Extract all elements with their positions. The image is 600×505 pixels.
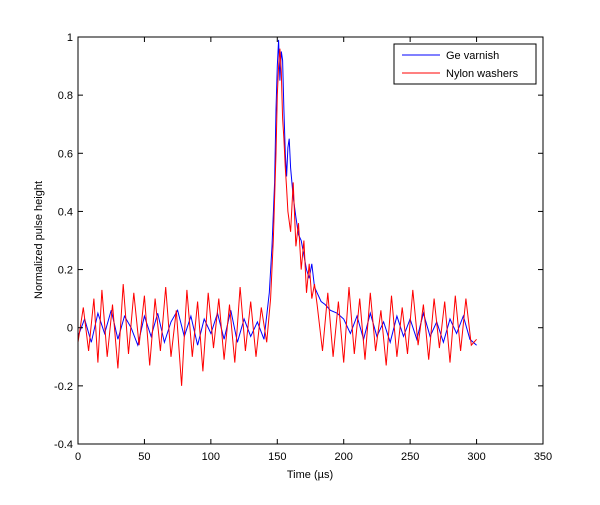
y-tick-label: 1 xyxy=(67,32,73,44)
y-tick-label: -0.4 xyxy=(54,439,73,451)
series-line-ge-varnish xyxy=(77,39,477,347)
y-tick-label: 0.6 xyxy=(58,148,73,160)
series-layer xyxy=(77,39,477,386)
legend-box xyxy=(393,43,537,85)
plot-area xyxy=(78,37,543,444)
y-tick-label: 0 xyxy=(67,323,73,335)
x-tick-label: 200 xyxy=(335,451,353,463)
x-tick-label: 0 xyxy=(75,451,81,463)
x-tick-label: 350 xyxy=(534,451,552,463)
x-tick-label: 150 xyxy=(268,451,286,463)
y-tick-label: 0.4 xyxy=(58,206,73,218)
axes-layer: 0 50 100 150 200 250 300 350 -0.4 -0.2 0 0.2 0.4 0.6 0… xyxy=(54,32,552,463)
x-axis-label: Time (µs) xyxy=(287,469,333,481)
x-tick-label: 250 xyxy=(401,451,419,463)
x-tick-label: 300 xyxy=(467,451,485,463)
series-line-nylon-washers xyxy=(77,48,477,386)
x-tick-label: 100 xyxy=(202,451,220,463)
legend-label-ge-varnish: Ge varnish xyxy=(446,50,499,62)
y-tick-label: 0.2 xyxy=(58,265,73,277)
y-axis-label: Normalized pulse height xyxy=(33,181,45,299)
y-tick-label: -0.2 xyxy=(54,381,73,393)
y-tick-label: 0.8 xyxy=(58,90,73,102)
x-tick-label: 50 xyxy=(138,451,150,463)
legend-label-nylon-washers: Nylon washers xyxy=(446,68,519,80)
legend: Ge varnish Nylon washers xyxy=(393,43,537,85)
plot-frame xyxy=(77,36,544,445)
